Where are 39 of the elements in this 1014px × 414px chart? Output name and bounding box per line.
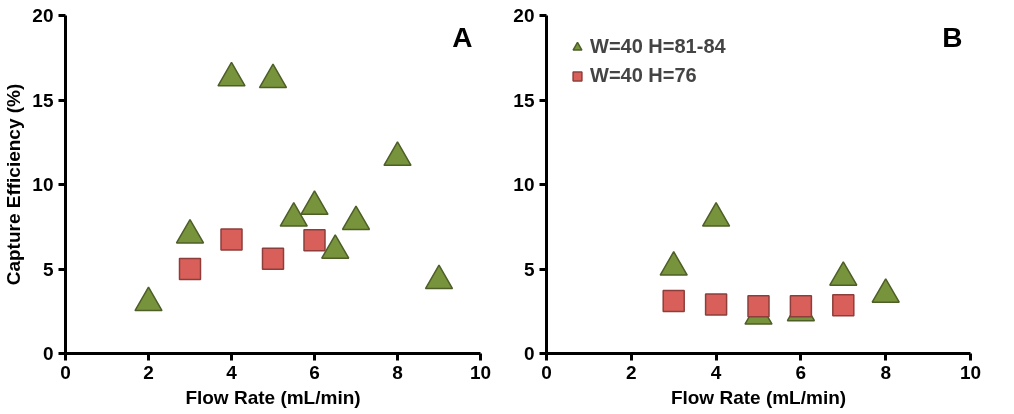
x-tick-label: 0 — [60, 361, 71, 383]
point — [383, 141, 412, 166]
x-tick-label: 4 — [226, 361, 238, 383]
annotation: B — [942, 21, 963, 53]
y-tick-label: 10 — [513, 174, 535, 195]
x-tick-label: 8 — [392, 361, 403, 383]
point — [279, 201, 308, 227]
point — [321, 234, 350, 259]
y-tick-label: 15 — [32, 89, 54, 111]
y-tick-label: 20 — [513, 5, 535, 26]
y-tick-label: 5 — [42, 258, 54, 280]
point — [300, 190, 329, 216]
x-tick-label: 10 — [959, 361, 982, 383]
legend-label: W=40 H=81-84 — [590, 35, 726, 58]
annotation: A — [452, 21, 473, 53]
y-tick-label: 0 — [523, 343, 535, 364]
y-tick-label: 0 — [42, 343, 54, 364]
x-axis-title: Flow Rate (mL/min) — [185, 386, 361, 408]
legend-label: W=40 H=76 — [590, 64, 697, 87]
point — [175, 218, 205, 244]
point — [424, 264, 454, 290]
x-tick-label: 4 — [710, 361, 722, 383]
point — [217, 61, 246, 87]
point — [341, 205, 371, 231]
y-tick-label: 15 — [513, 89, 535, 111]
x-tick-label: 2 — [143, 361, 154, 383]
x-tick-label: 6 — [309, 361, 320, 383]
x-tick-label: 0 — [541, 361, 552, 383]
y-tick-label: 20 — [32, 5, 54, 26]
x-axis-title: Flow Rate (mL/min) — [670, 386, 847, 408]
x-tick-label: 6 — [795, 361, 807, 383]
y-tick-label: 10 — [32, 174, 54, 195]
y-axis-title: Capture Efficiency (%) — [3, 83, 25, 286]
x-tick-label: 8 — [880, 361, 891, 383]
x-tick-label: 2 — [626, 361, 637, 383]
y-tick-label: 5 — [523, 258, 535, 280]
point — [258, 63, 288, 89]
x-tick-label: 10 — [469, 361, 492, 383]
point — [134, 286, 163, 312]
